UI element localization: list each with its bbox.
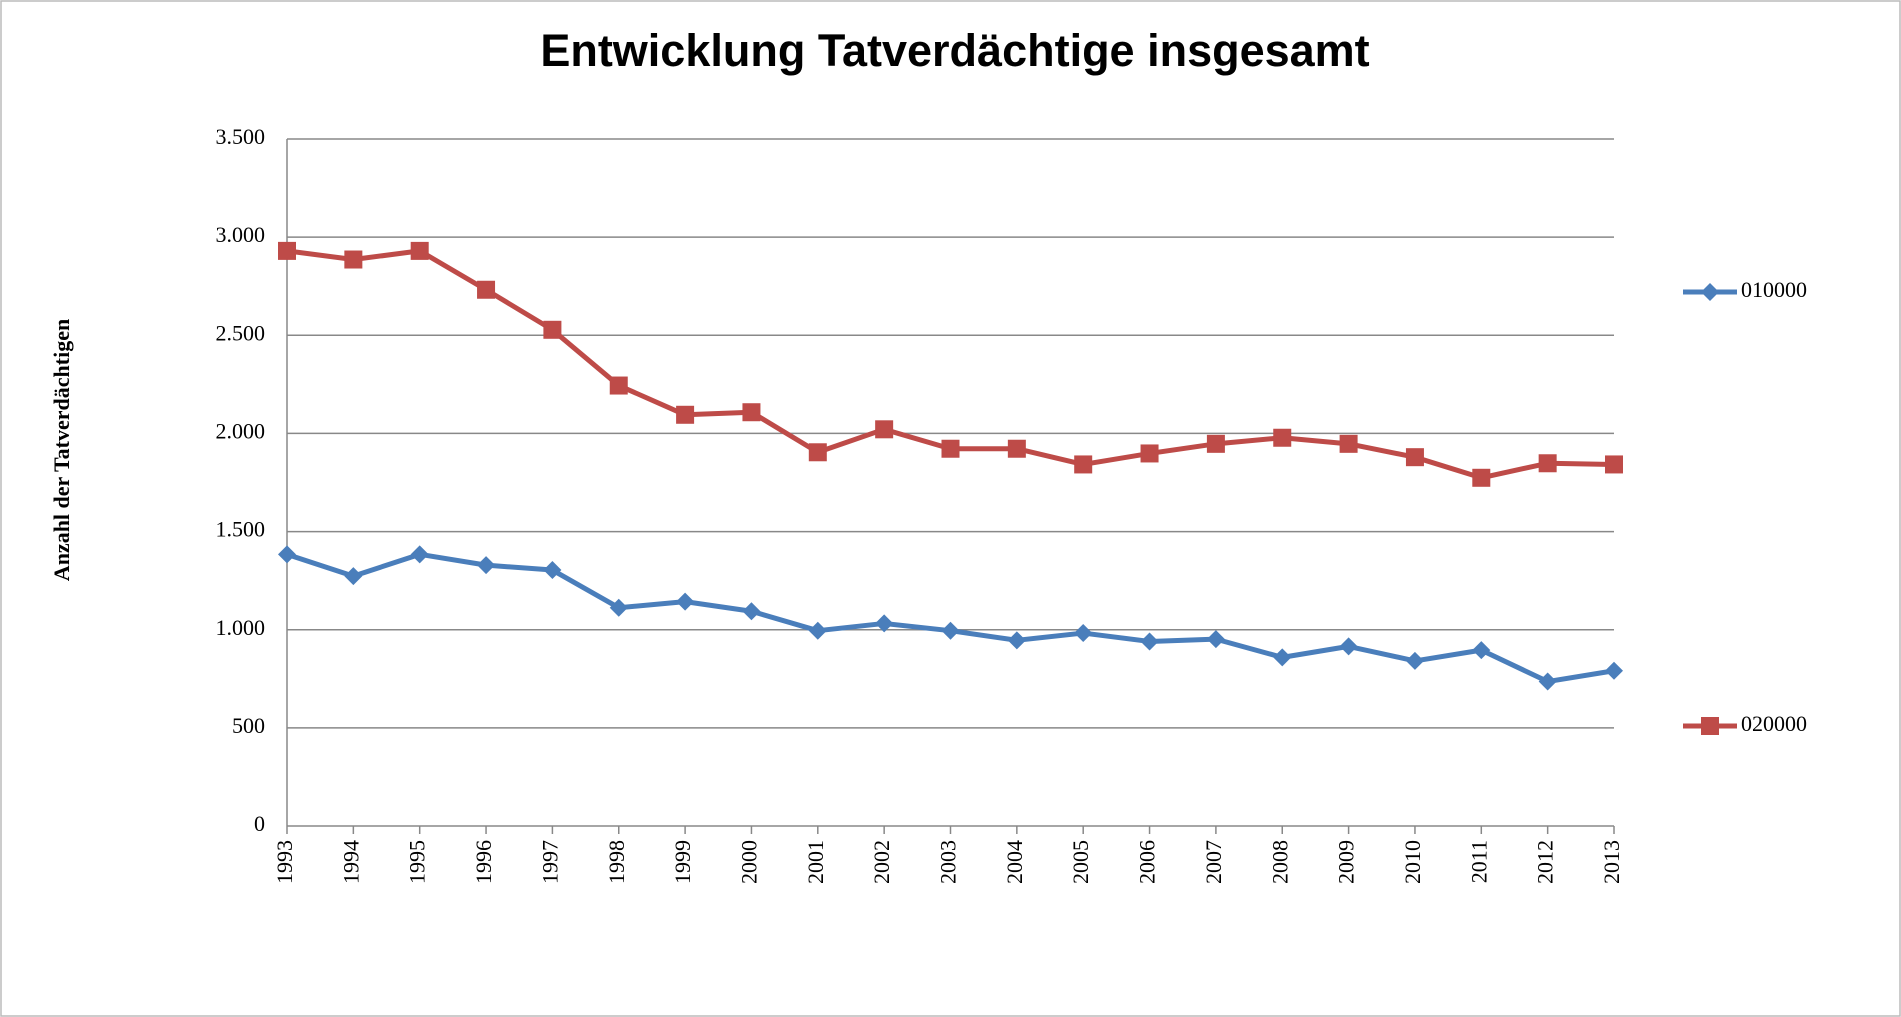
x-tick-label: 2013: [1599, 840, 1624, 884]
x-tick-label: 2002: [869, 840, 894, 884]
data-point: [1405, 651, 1424, 670]
data-point: [1206, 630, 1225, 649]
data-point: [676, 405, 695, 424]
y-tick-label: 1.500: [216, 517, 266, 542]
data-point: [278, 545, 296, 564]
data-point: [875, 614, 894, 633]
y-axis-label: Anzahl der Tatverdächtigen: [49, 319, 74, 581]
x-tick-label: 1993: [272, 840, 297, 884]
data-point: [742, 403, 761, 422]
chart-title: Entwicklung Tatverdächtige insgesamt: [540, 25, 1369, 76]
y-tick-label: 0: [254, 811, 265, 836]
x-tick-label: 1995: [405, 840, 430, 884]
data-point: [543, 320, 562, 339]
y-tick-label: 3.500: [216, 124, 266, 149]
legend-label: 010000: [1741, 277, 1807, 302]
data-point: [1273, 428, 1292, 447]
data-point: [477, 556, 496, 575]
data-point: [941, 439, 960, 458]
legend-marker: [1701, 283, 1719, 301]
legend-marker: [1701, 717, 1719, 735]
data-point: [1140, 632, 1159, 651]
data-point: [742, 602, 761, 621]
y-tick-label: 2.500: [216, 320, 266, 345]
x-tick-label: 2008: [1267, 840, 1292, 884]
y-tick-label: 2.000: [216, 418, 266, 443]
data-point: [676, 592, 695, 611]
data-point: [1472, 641, 1491, 660]
legend-label: 020000: [1741, 711, 1807, 736]
data-point: [609, 598, 628, 617]
data-point: [410, 241, 429, 260]
x-tick-label: 2011: [1466, 840, 1491, 883]
x-tick-label: 2006: [1135, 840, 1160, 884]
data-point: [1273, 648, 1292, 667]
data-point: [875, 420, 894, 439]
data-point: [1538, 672, 1557, 691]
x-tick-label: 2003: [936, 840, 961, 884]
data-point: [278, 241, 296, 260]
x-tick-label: 2010: [1400, 840, 1425, 884]
data-point: [1074, 624, 1093, 643]
data-point: [808, 443, 827, 462]
x-tick-label: 2001: [803, 840, 828, 884]
data-point: [1140, 444, 1159, 463]
data-point: [808, 621, 827, 640]
y-tick-label: 3.000: [216, 222, 266, 247]
x-tick-label: 2000: [736, 840, 761, 884]
y-tick-label: 500: [232, 713, 265, 738]
data-point: [1605, 455, 1623, 474]
data-point: [1339, 637, 1358, 656]
data-point: [1339, 434, 1358, 453]
data-point: [1472, 468, 1491, 487]
data-point: [1605, 661, 1623, 680]
x-tick-label: 1999: [670, 840, 695, 884]
data-point: [477, 280, 496, 299]
x-tick-label: 2005: [1068, 840, 1093, 884]
x-tick-label: 1994: [338, 840, 363, 884]
data-point: [609, 376, 628, 395]
x-tick-label: 2009: [1334, 840, 1359, 884]
data-point: [1074, 455, 1093, 474]
data-point: [344, 250, 363, 269]
data-point: [1007, 439, 1026, 458]
data-point: [344, 567, 363, 586]
x-tick-label: 2007: [1201, 840, 1226, 884]
data-point: [410, 545, 429, 564]
data-point: [1007, 631, 1026, 650]
data-point: [1206, 434, 1225, 453]
x-tick-label: 2004: [1002, 840, 1027, 884]
x-tick-label: 1997: [537, 840, 562, 884]
x-tick-label: 1996: [471, 840, 496, 884]
x-tick-label: 2012: [1533, 840, 1558, 884]
y-tick-label: 1.000: [216, 615, 266, 640]
data-point: [1405, 448, 1424, 467]
data-point: [941, 621, 960, 640]
data-point: [1538, 454, 1557, 473]
x-tick-label: 1998: [604, 840, 629, 884]
data-point: [543, 561, 562, 580]
